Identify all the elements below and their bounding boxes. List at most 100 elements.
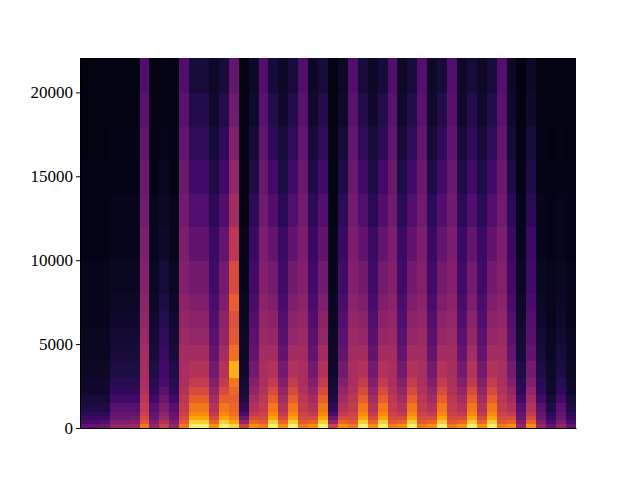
- cell: [477, 311, 488, 328]
- cell: [308, 160, 319, 194]
- cell: [388, 227, 399, 261]
- cell: [80, 424, 91, 428]
- cell: [427, 58, 438, 93]
- cell: [249, 311, 260, 328]
- cell: [159, 386, 170, 395]
- cell: [259, 344, 270, 361]
- cell: [556, 294, 567, 311]
- cell: [239, 378, 250, 387]
- cell: [110, 386, 121, 395]
- cell: [288, 311, 299, 328]
- cell: [149, 260, 160, 294]
- cell: [308, 126, 319, 160]
- cell: [447, 260, 458, 294]
- cell: [526, 344, 537, 361]
- cell: [318, 294, 329, 311]
- cell: [546, 361, 557, 378]
- cell: [318, 394, 329, 403]
- cell: [159, 378, 170, 387]
- cell: [497, 344, 508, 361]
- cell: [497, 260, 508, 294]
- cell: [159, 420, 170, 425]
- cell: [90, 126, 101, 160]
- cell: [179, 378, 190, 387]
- cell: [159, 160, 170, 194]
- cell: [507, 411, 518, 416]
- cell: [437, 415, 448, 420]
- cell: [288, 58, 299, 93]
- cell: [566, 193, 576, 227]
- cell: [378, 227, 389, 261]
- cell: [179, 411, 190, 416]
- cell: [189, 420, 200, 425]
- cell: [298, 58, 309, 93]
- cell: [229, 394, 240, 403]
- cell: [189, 344, 200, 361]
- cell: [358, 411, 369, 416]
- cell: [566, 361, 576, 378]
- cells: [80, 58, 576, 428]
- cell: [378, 361, 389, 378]
- cell: [358, 227, 369, 261]
- cell: [169, 227, 180, 261]
- cell: [477, 386, 488, 395]
- cell: [159, 294, 170, 311]
- cell: [368, 327, 379, 344]
- cell: [209, 160, 220, 194]
- cell: [546, 420, 557, 425]
- cell: [546, 386, 557, 395]
- cell: [477, 403, 488, 412]
- cell: [159, 126, 170, 160]
- cell: [358, 311, 369, 328]
- cell: [546, 294, 557, 311]
- cell: [477, 160, 488, 194]
- cell: [457, 294, 468, 311]
- cell: [209, 403, 220, 412]
- cell: [536, 378, 547, 387]
- cell: [308, 420, 319, 425]
- cell: [80, 260, 91, 294]
- cell: [457, 415, 468, 420]
- cell: [239, 92, 250, 126]
- cell: [437, 227, 448, 261]
- cell: [318, 58, 329, 93]
- cell: [536, 403, 547, 412]
- cell: [239, 327, 250, 344]
- cell: [556, 361, 567, 378]
- cell: [268, 411, 279, 416]
- cell: [556, 160, 567, 194]
- cell: [249, 411, 260, 416]
- cell: [229, 344, 240, 361]
- cell: [546, 311, 557, 328]
- cell: [338, 294, 349, 311]
- cell: [179, 160, 190, 194]
- cell: [179, 386, 190, 395]
- cell: [298, 344, 309, 361]
- cell: [328, 58, 339, 93]
- cell: [189, 378, 200, 387]
- cell: [268, 361, 279, 378]
- cell: [546, 403, 557, 412]
- cell: [487, 386, 498, 395]
- cell: [566, 311, 576, 328]
- cell: [130, 327, 141, 344]
- cell: [417, 344, 428, 361]
- cell: [110, 160, 121, 194]
- cell: [437, 411, 448, 416]
- cell: [388, 327, 399, 344]
- cell: [80, 294, 91, 311]
- cell: [189, 411, 200, 416]
- cell: [427, 403, 438, 412]
- cell: [556, 411, 567, 416]
- cell: [358, 386, 369, 395]
- y-tick: 5000: [39, 335, 80, 354]
- cell: [110, 420, 121, 425]
- cell: [487, 424, 498, 428]
- cell: [249, 415, 260, 420]
- cell: [239, 260, 250, 294]
- cell: [249, 126, 260, 160]
- cell: [259, 420, 270, 425]
- cell: [457, 160, 468, 194]
- cell: [417, 193, 428, 227]
- cell: [526, 424, 537, 428]
